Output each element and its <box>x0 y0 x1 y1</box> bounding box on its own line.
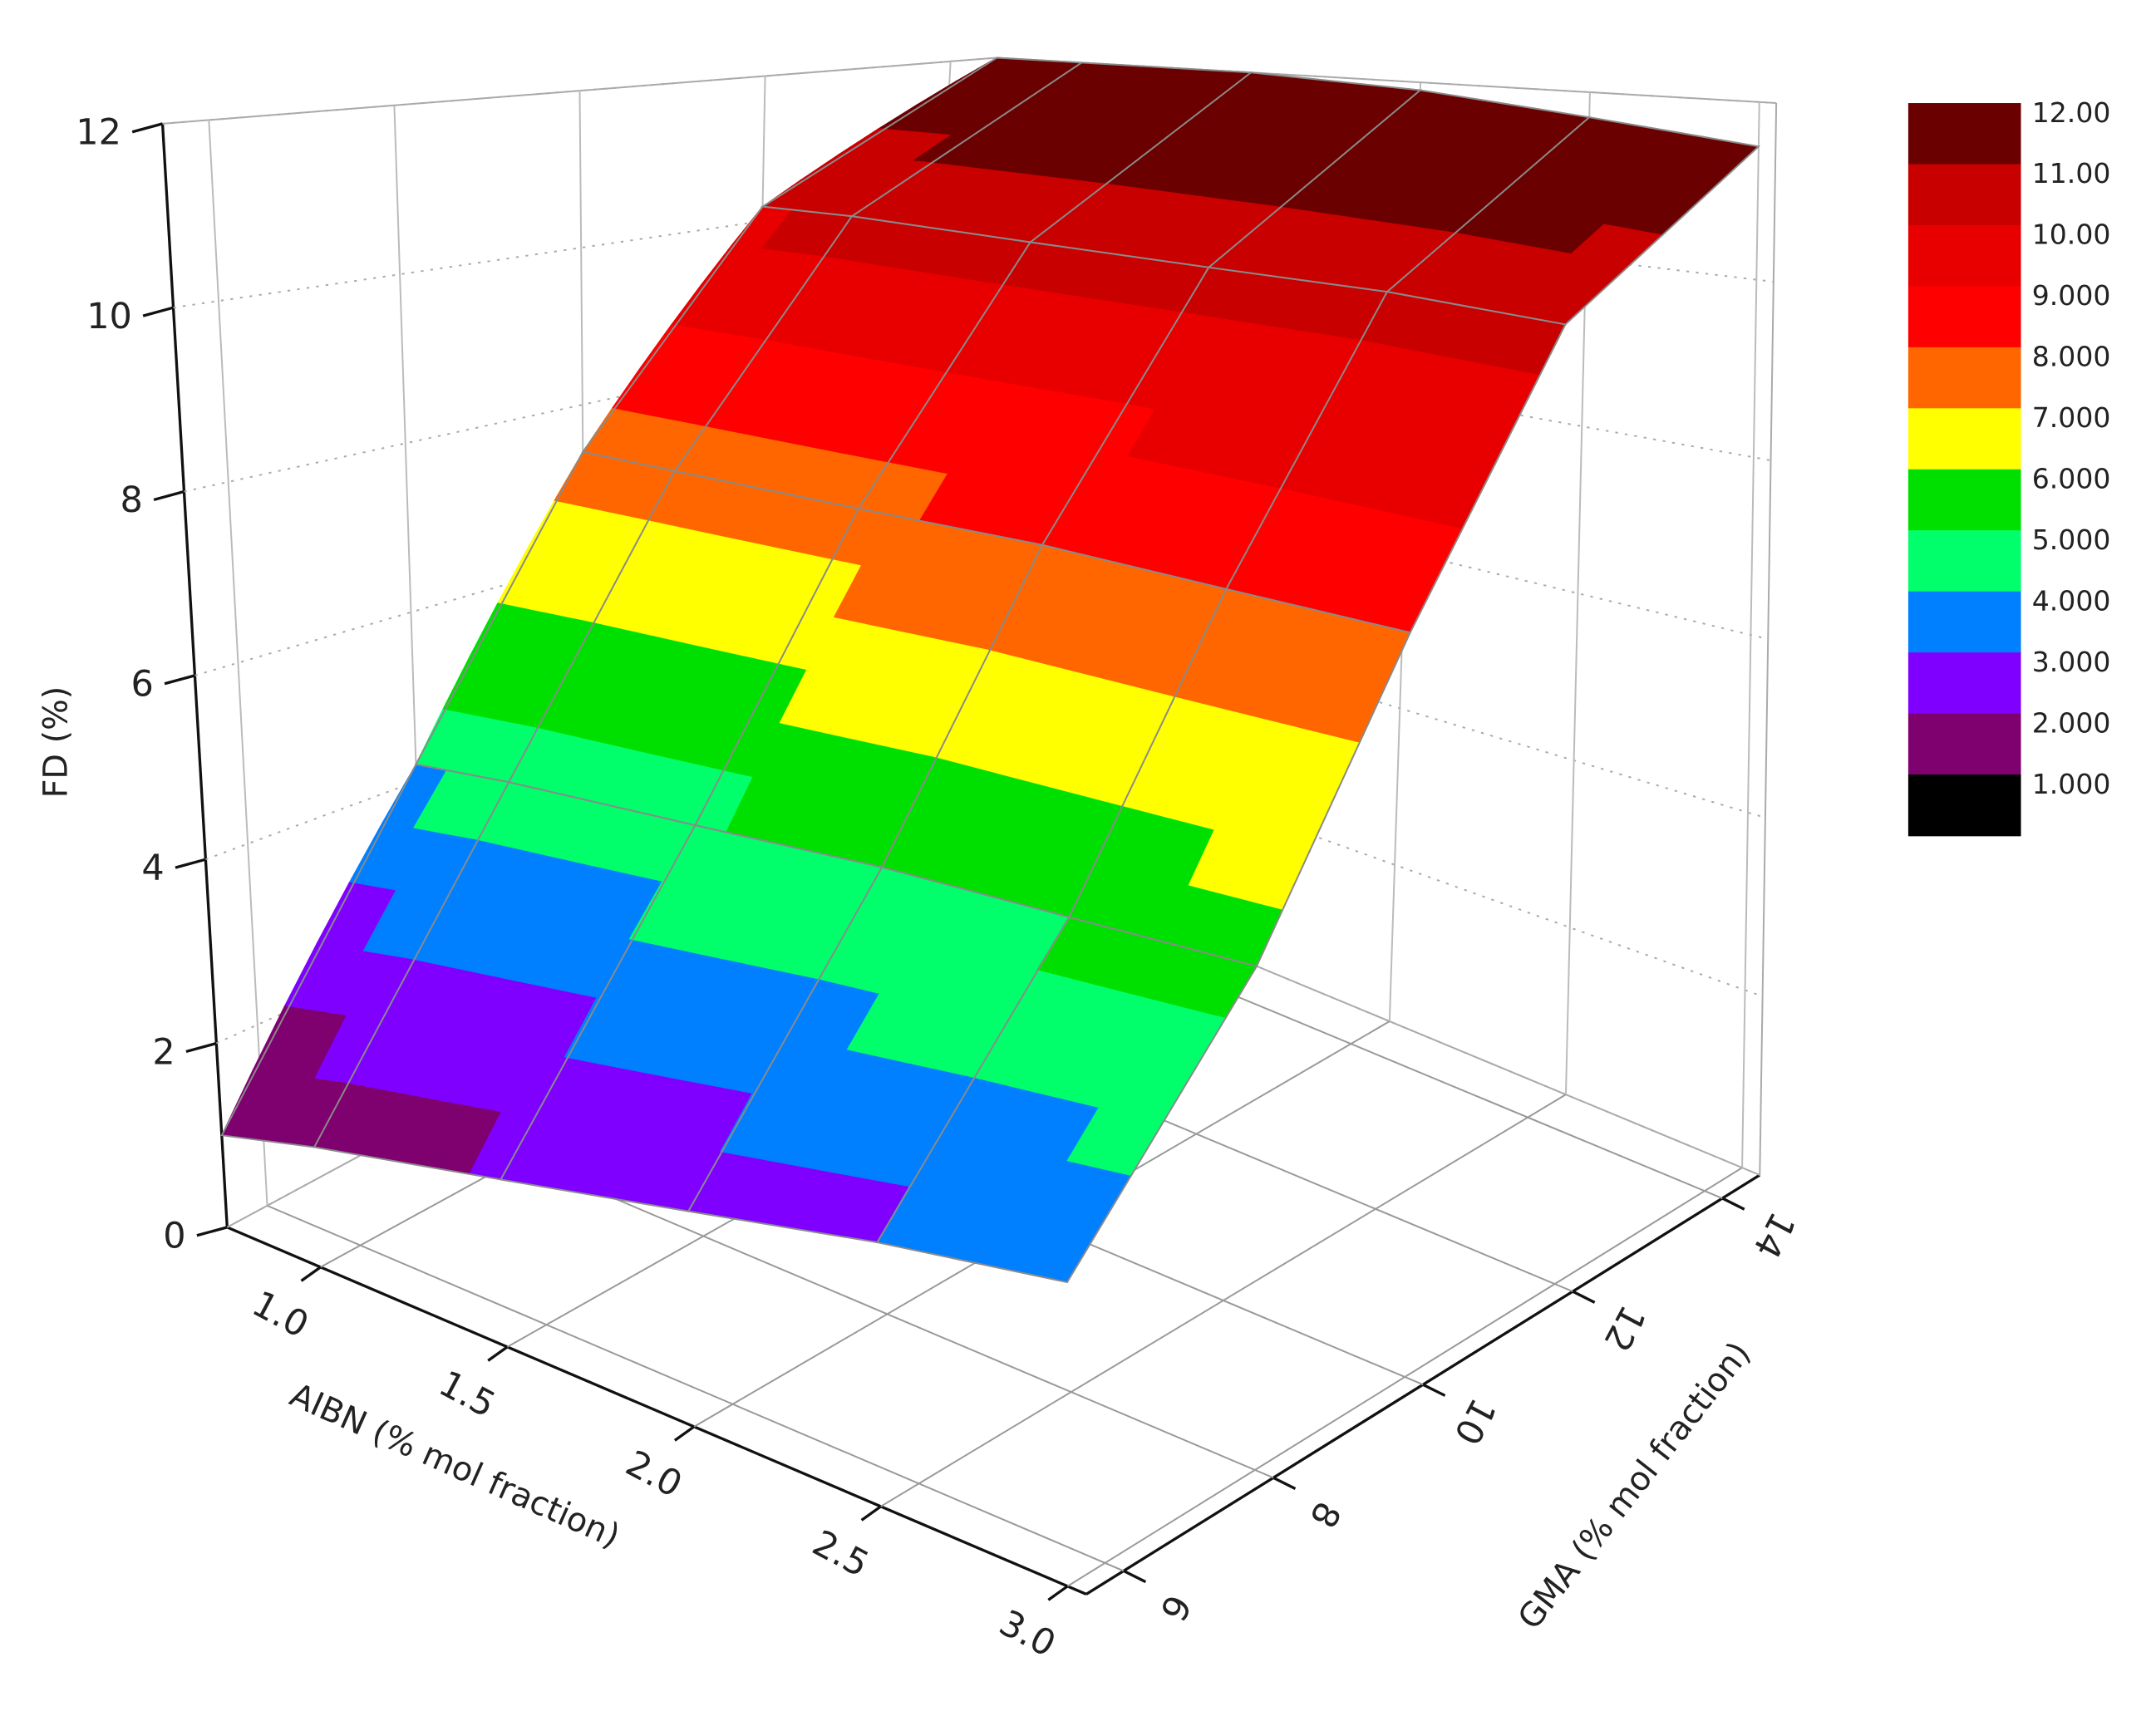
colorbar-swatch <box>1907 286 2021 348</box>
colorbar-label: 11.00 <box>2032 157 2111 189</box>
colorbar-label: 6.000 <box>2032 463 2111 495</box>
colorbar-label: 12.00 <box>2032 96 2111 129</box>
z-grid-line <box>173 187 989 309</box>
colorbar-swatch <box>1907 408 2021 470</box>
surface-cell <box>875 916 1258 1284</box>
x-tick-label: 1.0 <box>245 1283 315 1346</box>
z-tick-label: 0 <box>163 1216 185 1257</box>
x-tick-label: 2.0 <box>619 1443 689 1506</box>
x-tick <box>1047 1585 1069 1601</box>
colorbar-swatch <box>1907 774 2021 837</box>
colorbar-label: 7.000 <box>2032 401 2111 434</box>
y-tick-label: 12 <box>1595 1298 1653 1358</box>
z-tick <box>142 306 174 317</box>
y-tick <box>1272 1476 1297 1491</box>
x-grid-line <box>1741 101 1760 1168</box>
z-tick-label: 2 <box>152 1031 175 1073</box>
y-tick-label: 8 <box>1301 1495 1348 1535</box>
y-tick <box>1123 1569 1147 1584</box>
z-axis-title: FD (%) <box>37 686 75 799</box>
colorbar-swatch <box>1907 347 2021 410</box>
z-tick-label: 8 <box>120 479 142 521</box>
z-tick-label: 4 <box>141 848 164 889</box>
y-tick-label: 6 <box>1151 1588 1199 1628</box>
z-tick <box>175 858 206 869</box>
colorbar-swatch <box>1907 530 2021 592</box>
y-grid-line <box>208 120 268 1206</box>
y-tick <box>1721 1197 1745 1211</box>
colorbar-swatch <box>1907 103 2021 165</box>
y-axis-title: GMA (% mol fraction) <box>1510 1335 1758 1636</box>
colorbar-swatch <box>1907 713 2021 775</box>
colorbar-label: 1.000 <box>2032 768 2111 800</box>
x-tick <box>673 1425 696 1442</box>
colorbar-label: 9.000 <box>2032 279 2111 312</box>
x-tick-label: 1.5 <box>432 1363 502 1426</box>
colorbar-swatch <box>1907 469 2021 532</box>
y-tick <box>1572 1290 1596 1304</box>
z-tick-label: 6 <box>130 664 153 706</box>
colorbar-swatch <box>1907 224 2021 288</box>
colorbar-label: 8.000 <box>2032 341 2111 373</box>
y-tick <box>1422 1383 1446 1397</box>
colorbar-label: 3.000 <box>2032 646 2111 678</box>
x-tick <box>487 1345 509 1362</box>
y-grid-line <box>267 1204 1125 1572</box>
z-tick-label: 10 <box>86 296 132 337</box>
colorbar-label: 4.000 <box>2032 584 2111 617</box>
y-tick-label: 14 <box>1745 1205 1803 1265</box>
z-grid-line <box>956 707 1763 997</box>
x-tick-label: 2.5 <box>805 1522 875 1586</box>
y-tick-label: 10 <box>1445 1392 1504 1452</box>
axis-frame <box>226 1226 1087 1595</box>
z-tick <box>185 1041 217 1054</box>
z-tick <box>164 674 195 686</box>
z-tick <box>153 489 185 502</box>
colorbar-swatch <box>1907 591 2021 653</box>
z-tick <box>196 1226 228 1237</box>
z-grid-line <box>184 317 982 493</box>
colorbar-label: 5.000 <box>2032 524 2111 556</box>
x-tick <box>300 1266 322 1282</box>
x-tick-label: 3.0 <box>992 1602 1062 1665</box>
x-tick <box>860 1505 882 1522</box>
colorbar-label: 2.000 <box>2032 706 2111 739</box>
z-tick <box>131 122 163 134</box>
colorbar-label: 10.00 <box>2032 219 2111 251</box>
colorbar-swatch <box>1907 652 2021 715</box>
colorbar-swatch <box>1907 164 2021 226</box>
z-tick-label: 12 <box>76 112 121 154</box>
